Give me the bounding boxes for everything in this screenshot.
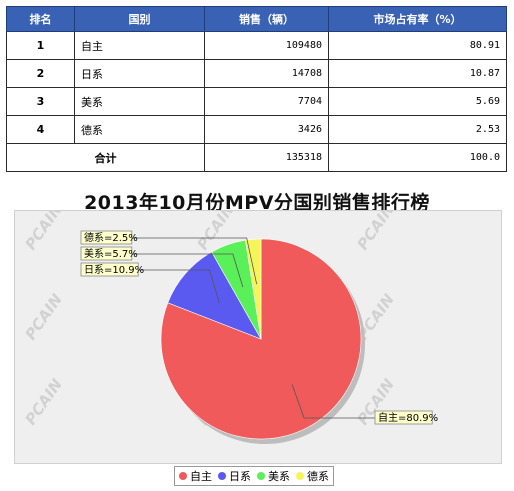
slice-label-box [80, 230, 133, 245]
share-cell: 5.69 [328, 87, 507, 116]
table-row: 4 德系 3426 2.53 [6, 115, 507, 144]
rank-cell: 2 [6, 59, 75, 88]
slice-label: 德系=2.5% [84, 231, 138, 244]
total-sales: 135318 [204, 143, 329, 172]
table-header-row: 排名 国别 销售（辆） 市场占有率（%） [6, 6, 507, 32]
slice-label: 日系=10.9% [84, 264, 144, 276]
country-cell: 自主 [74, 31, 205, 60]
legend: 自主 日系 美系 德系 [174, 466, 334, 486]
leader-line [291, 384, 375, 419]
slice-label-box [80, 246, 133, 261]
country-cell: 美系 [74, 87, 205, 116]
sales-cell: 3426 [204, 115, 329, 144]
share-cell: 80.91 [328, 31, 507, 60]
watermark-text: PCAIN [22, 290, 67, 343]
total-label: 合计 [6, 143, 205, 172]
watermark-text: PCAIN [22, 375, 67, 428]
legend-label: 日系 [229, 470, 251, 483]
legend-label: 德系 [307, 470, 329, 483]
header-sales: 销售（辆） [204, 6, 329, 32]
sales-table: 排名 国别 销售（辆） 市场占有率（%） 1 自主 109480 80.91 2… [6, 6, 507, 172]
pie-chart: PCAINPCAINPCAINPCAINPCAINPCAINPCAINPCAIN… [22, 211, 438, 444]
pie-slice-德系 [245, 238, 262, 340]
sales-cell: 7704 [204, 87, 329, 116]
table-row: 2 日系 14708 10.87 [6, 59, 507, 88]
header-share: 市场占有率（%） [328, 6, 507, 32]
rank-cell: 3 [6, 87, 75, 116]
slice-label: 美系=5.7% [84, 247, 138, 260]
total-share: 100.0 [328, 143, 507, 172]
country-cell: 日系 [74, 59, 205, 88]
country-cell: 德系 [74, 115, 205, 144]
legend-item-自主: 自主 [179, 468, 212, 484]
legend-swatch [218, 472, 226, 480]
sales-cell: 109480 [204, 31, 329, 60]
slice-label: 自主=80.9% [378, 411, 438, 424]
legend-swatch [179, 472, 187, 480]
table-row: 3 美系 7704 5.69 [6, 87, 507, 116]
header-rank: 排名 [6, 6, 75, 32]
chart-title: 2013年10月份MPV分国别销售排行榜 [84, 192, 430, 214]
share-cell: 2.53 [328, 115, 507, 144]
legend-label: 美系 [268, 470, 290, 483]
slice-label-box [80, 262, 139, 277]
legend-item-日系: 日系 [218, 468, 251, 484]
rank-cell: 1 [6, 31, 75, 60]
slice-label-box [374, 410, 433, 425]
sales-cell: 14708 [204, 59, 329, 88]
legend-item-美系: 美系 [257, 468, 290, 484]
watermark-text: PCAIN [354, 211, 399, 253]
pie-slice-日系 [167, 251, 262, 340]
rank-cell: 4 [6, 115, 75, 144]
legend-swatch [296, 472, 304, 480]
leader-line [138, 269, 220, 304]
watermark-text: PCAIN [22, 211, 67, 253]
leader-line [131, 237, 258, 285]
legend-label: 自主 [190, 470, 212, 483]
header-country: 国别 [74, 6, 205, 32]
legend-item-德系: 德系 [296, 468, 329, 484]
share-cell: 10.87 [328, 59, 507, 88]
leader-line [131, 253, 244, 288]
legend-swatch [257, 472, 265, 480]
plot-panel: PCAINPCAINPCAINPCAINPCAINPCAINPCAINPCAIN… [14, 210, 502, 464]
table-row: 1 自主 109480 80.91 [6, 31, 507, 60]
table-total-row: 合计 135318 100.0 [6, 143, 507, 172]
